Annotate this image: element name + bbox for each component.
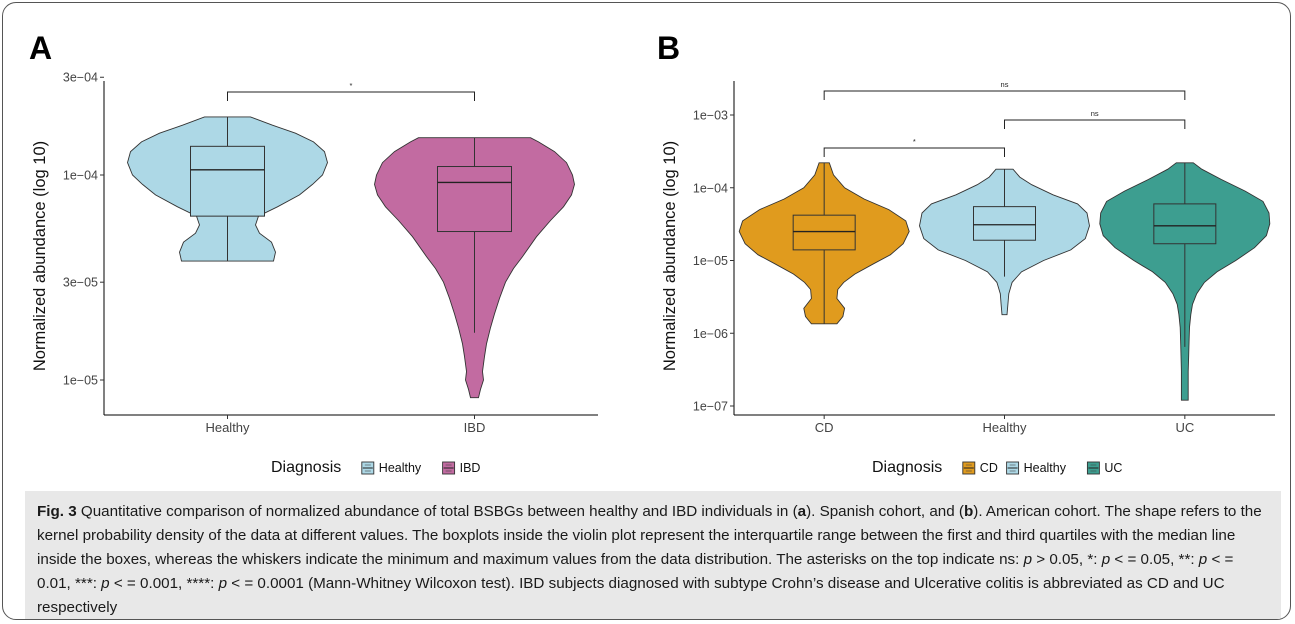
legend-label: IBD bbox=[460, 461, 481, 475]
y-axis-title: Normalized abundance (log 10) bbox=[661, 141, 679, 371]
x-tick-label: Healthy bbox=[982, 420, 1027, 435]
y-tick-label: 1e−05 bbox=[63, 374, 98, 388]
x-tick-label: IBD bbox=[464, 420, 486, 435]
caption-fragment: ). Spanish cohort, and ( bbox=[806, 503, 964, 520]
legend-label: Healthy bbox=[1024, 461, 1067, 475]
caption-fragment: < = 0.01, ***: bbox=[37, 551, 1234, 592]
legend-label: UC bbox=[1104, 461, 1122, 475]
caption-fragment: < = 0.001, ****: bbox=[109, 575, 219, 592]
box-cd bbox=[792, 214, 856, 251]
legend-title: Diagnosis bbox=[872, 459, 942, 476]
panel-A: A 1e−05 3e−05 1e−04 3e−04 Normalized abundanc… bbox=[29, 30, 598, 476]
significance-bracket bbox=[823, 147, 1005, 157]
legend-label: Healthy bbox=[379, 461, 422, 475]
y-axis-title: Normalized abundance (log 10) bbox=[31, 141, 49, 371]
caption-body: Quantitative comparison of normalized ab… bbox=[37, 503, 1262, 616]
caption-fragment: p bbox=[218, 575, 228, 592]
figure-canvas: A 1e−05 3e−05 1e−04 3e−04 Normalized abundanc… bbox=[29, 30, 1275, 476]
y-tick-label: 1e−06 bbox=[693, 327, 728, 341]
panel-letter: B bbox=[657, 30, 680, 66]
panel-B: B 1e−07 1e−06 1e−05 1e−04 1e−03 Normalized abu… bbox=[657, 30, 1275, 476]
figure-caption: Fig. 3 Quantitative comparison of normal… bbox=[25, 491, 1281, 619]
y-tick-label: 1e−04 bbox=[63, 169, 98, 183]
caption-fragment: p bbox=[1101, 551, 1111, 568]
caption-fragment: a bbox=[797, 503, 807, 520]
significance-bracket bbox=[227, 91, 475, 101]
caption-fragment: < = 0.05, **: bbox=[1110, 551, 1199, 568]
caption-fragment: Quantitative comparison of normalized ab… bbox=[76, 503, 798, 520]
caption-fragment: p bbox=[101, 575, 110, 592]
caption-fragment: > 0.05, *: bbox=[1032, 551, 1102, 568]
significance-label: ns bbox=[1091, 109, 1099, 118]
significance-label: * bbox=[350, 81, 353, 90]
legend-key-ibd bbox=[442, 461, 456, 475]
legend: Diagnosis CD Healthy UC bbox=[872, 459, 1122, 476]
legend: Diagnosis Healthy IBD bbox=[271, 459, 480, 476]
box-uc bbox=[1153, 203, 1217, 245]
panel-letter: A bbox=[29, 30, 52, 66]
legend-key-healthy bbox=[361, 461, 375, 475]
y-tick-label: 1e−05 bbox=[693, 254, 728, 268]
box-healthy bbox=[190, 145, 265, 217]
x-tick-label: UC bbox=[1175, 420, 1194, 435]
legend-key-uc bbox=[1086, 461, 1100, 475]
significance-bracket bbox=[823, 90, 1186, 100]
caption-fragment: p bbox=[1023, 551, 1033, 568]
caption-fragment: ). American cohort. The shape refers to … bbox=[37, 503, 1262, 568]
caption-fragment: b bbox=[963, 503, 974, 520]
y-tick-label: 3e−04 bbox=[63, 71, 98, 85]
legend-key-healthy bbox=[1006, 461, 1020, 475]
significance-label: * bbox=[913, 137, 916, 146]
significance-label: ns bbox=[1001, 80, 1009, 89]
y-tick-label: 3e−05 bbox=[63, 276, 98, 290]
y-tick-label: 1e−03 bbox=[693, 109, 728, 123]
box-healthy bbox=[973, 206, 1036, 241]
legend-key-cd bbox=[962, 461, 976, 475]
caption-lead: Fig. 3 bbox=[37, 503, 77, 520]
x-tick-label: CD bbox=[815, 420, 834, 435]
significance-bracket bbox=[1004, 119, 1186, 129]
x-tick-label: Healthy bbox=[205, 420, 250, 435]
y-tick-label: 1e−07 bbox=[693, 400, 728, 414]
caption-fragment: p bbox=[1198, 551, 1208, 568]
legend-title: Diagnosis bbox=[271, 459, 341, 476]
legend-label: CD bbox=[980, 461, 998, 475]
caption-fragment: < = 0.0001 (Mann-Whitney Wilcoxon test).… bbox=[37, 575, 1225, 616]
y-tick-label: 1e−04 bbox=[693, 181, 728, 195]
box-ibd bbox=[437, 166, 512, 233]
